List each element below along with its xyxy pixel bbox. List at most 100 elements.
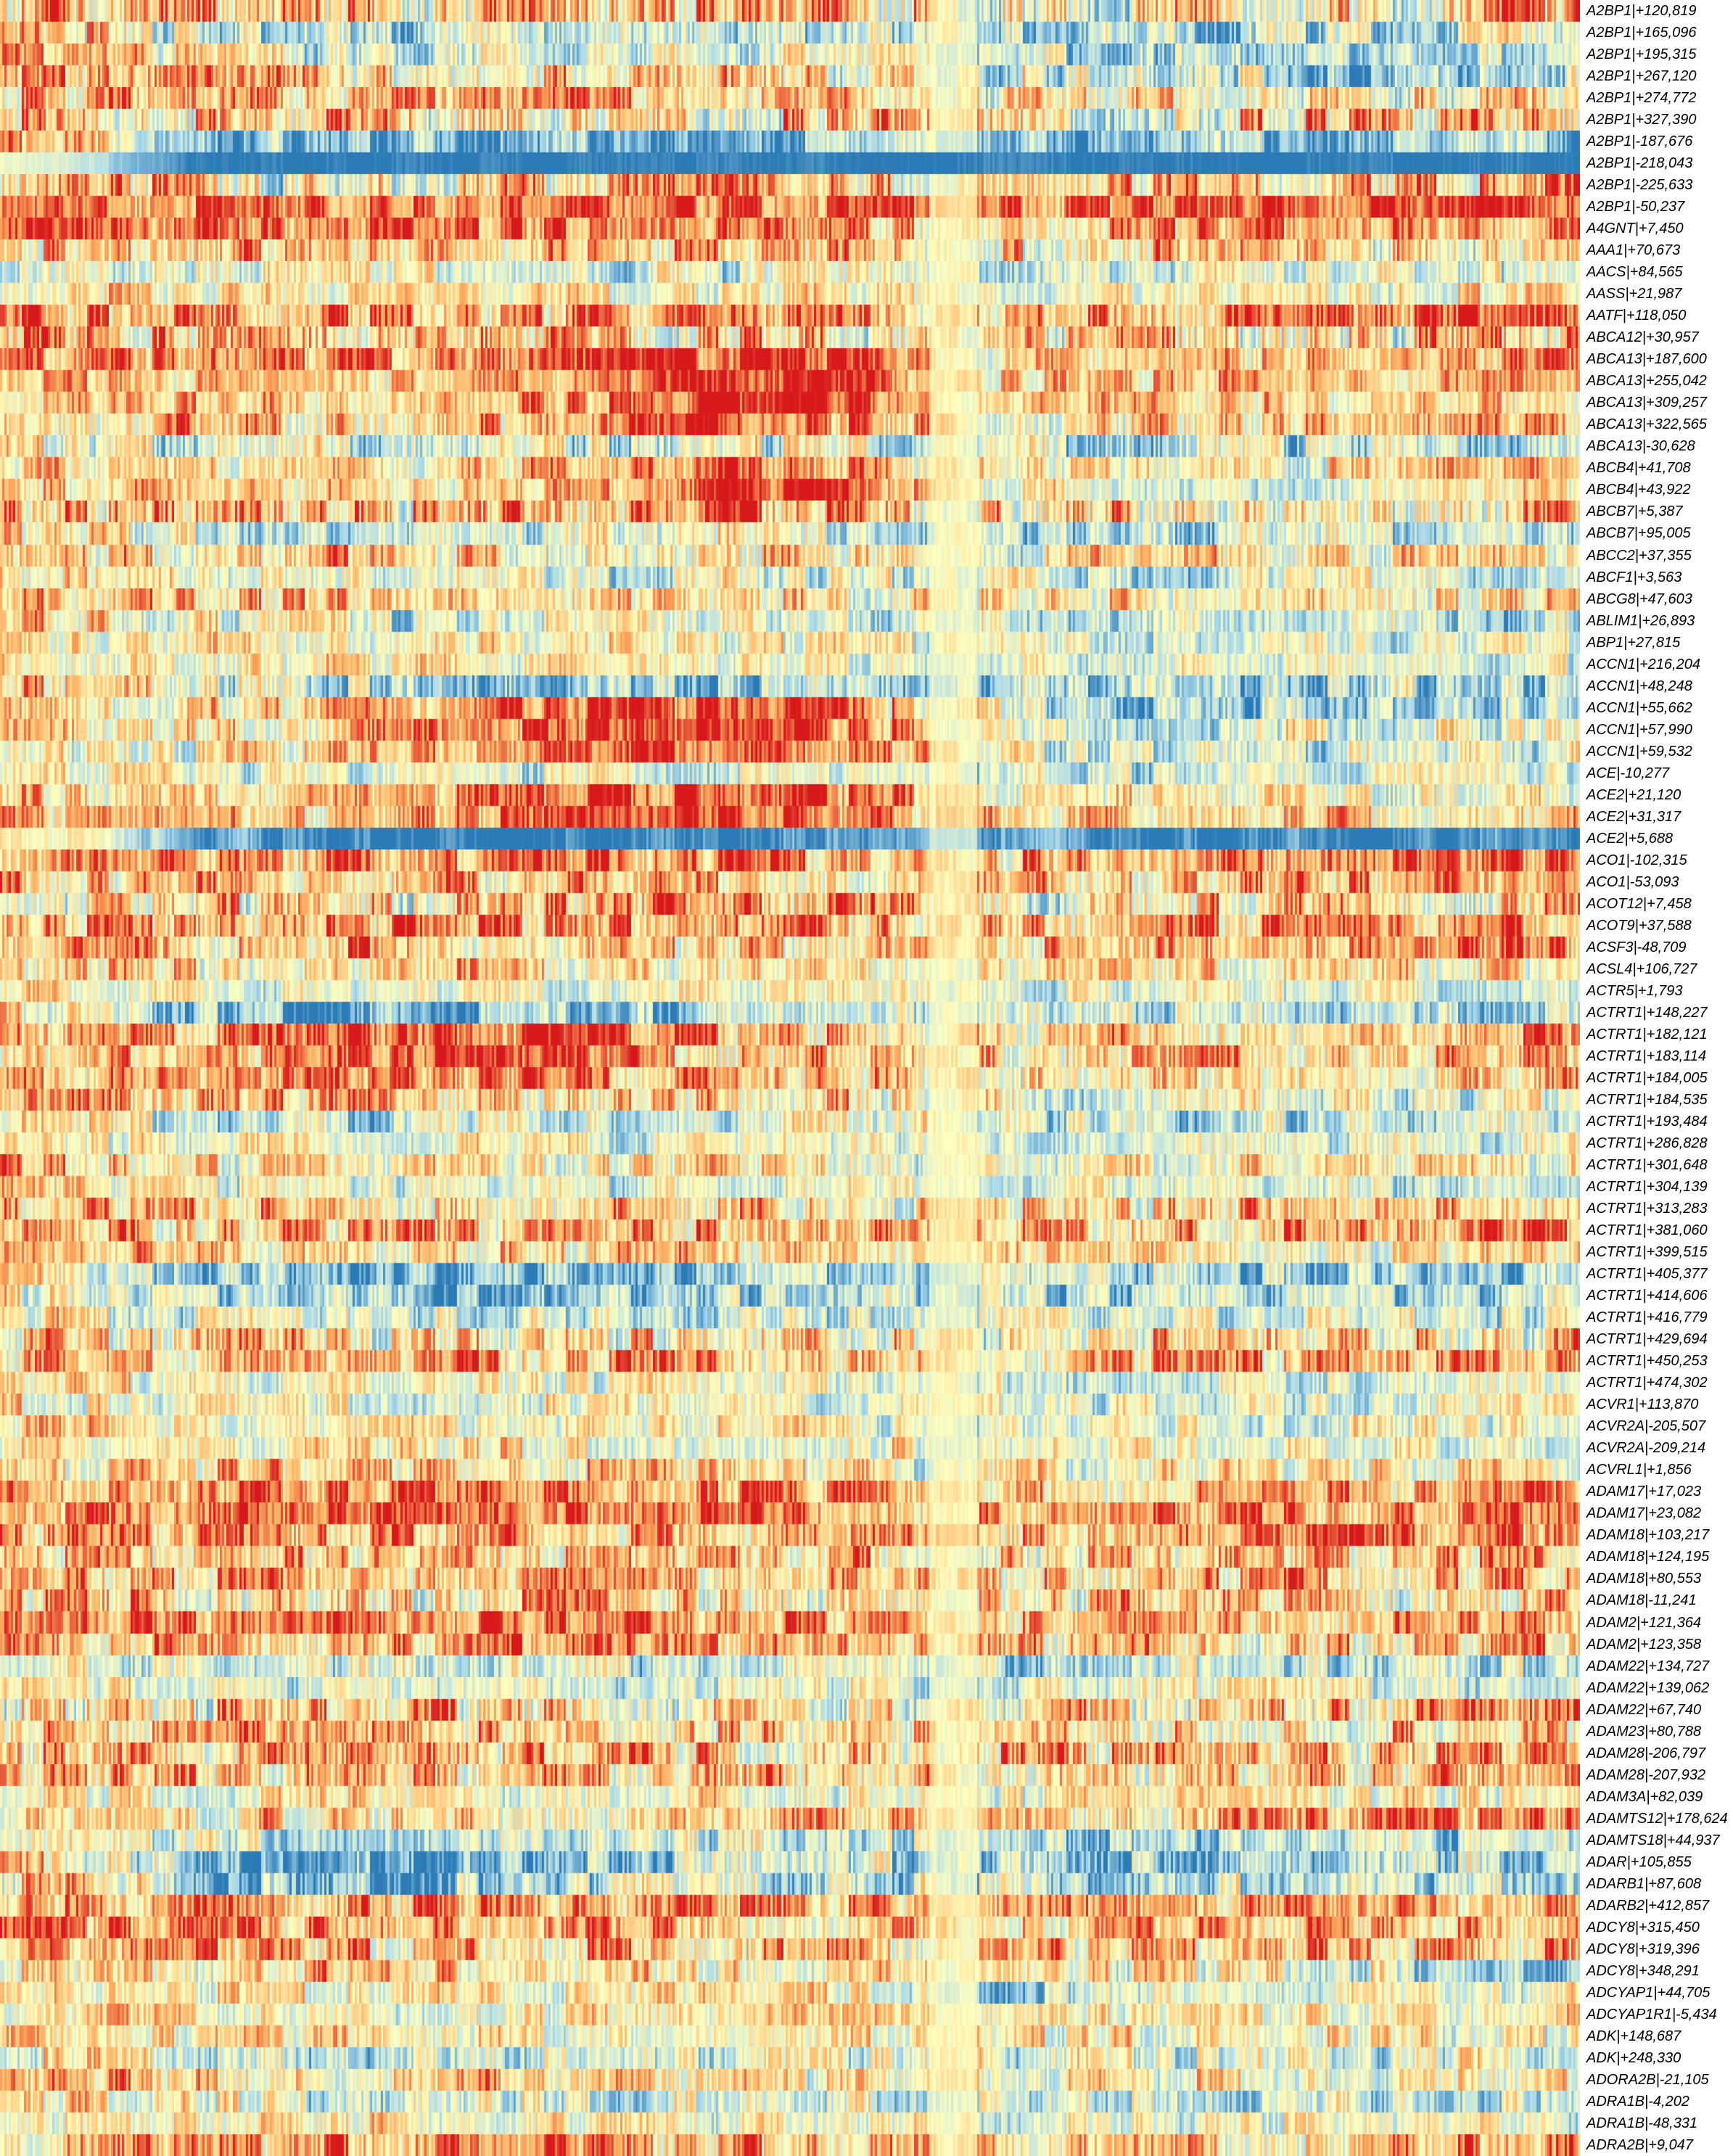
row-label: ADAM18|+103,217 <box>1586 1527 1710 1544</box>
row-label: A2BP1|-225,633 <box>1586 177 1693 194</box>
row-label: ACSF3|-48,709 <box>1586 939 1687 955</box>
row-label: ABCC2|+37,355 <box>1586 547 1692 564</box>
row-label: ACTR5|+1,793 <box>1586 982 1683 999</box>
row-label: ADK|+248,330 <box>1586 2049 1681 2066</box>
row-label: ADAM22|+67,740 <box>1586 1701 1702 1718</box>
row-label: ACTRT1|+183,114 <box>1586 1048 1707 1064</box>
row-label: ACCN1|+57,990 <box>1586 721 1692 738</box>
row-label: ACVR2A|-209,214 <box>1586 1440 1706 1457</box>
row-label: ABCA13|+187,600 <box>1586 351 1707 368</box>
row-label: ACCN1|+55,662 <box>1586 699 1692 716</box>
row-label: ADCYAP1R1|-5,434 <box>1586 2006 1717 2023</box>
row-label: ADAM28|-206,797 <box>1586 1745 1706 1761</box>
row-label: ABCB7|+5,387 <box>1586 503 1683 520</box>
row-label: ACTRT1|+193,484 <box>1586 1114 1708 1130</box>
row-label: ACTRT1|+450,253 <box>1586 1353 1708 1370</box>
row-label: A2BP1|+165,096 <box>1586 25 1697 41</box>
row-label: ADAM2|+121,364 <box>1586 1614 1702 1631</box>
row-label: ACCN1|+216,204 <box>1586 656 1700 672</box>
row-label: ABCA13|+322,565 <box>1586 416 1707 433</box>
row-label: ADCYAP1|+44,705 <box>1586 1984 1711 2001</box>
row-label: ABCB4|+41,708 <box>1586 460 1691 477</box>
row-label: ADRA1B|-48,331 <box>1586 2115 1698 2131</box>
row-label: ABCA13|+309,257 <box>1586 395 1707 411</box>
row-label: AACS|+84,565 <box>1586 264 1683 281</box>
row-label: ADAM18|-11,241 <box>1586 1592 1697 1609</box>
row-label: ACTRT1|+301,648 <box>1586 1157 1708 1174</box>
row-label: ACVRL1|+1,856 <box>1586 1462 1692 1478</box>
row-label: ADAM18|+124,195 <box>1586 1549 1710 1565</box>
row-label: ADAMTS12|+178,624 <box>1586 1810 1728 1827</box>
row-label: ACTRT1|+381,060 <box>1586 1222 1708 1239</box>
row-label: ADCY8|+319,396 <box>1586 1941 1700 1957</box>
row-label: ACE2|+5,688 <box>1586 830 1674 847</box>
row-label: ACE2|+31,317 <box>1586 808 1681 825</box>
row-label: ADAM22|+139,062 <box>1586 1679 1710 1696</box>
row-label: ACVR2A|-205,507 <box>1586 1418 1706 1435</box>
row-label: ADAM23|+80,788 <box>1586 1723 1702 1740</box>
row-label: ABP1|+27,815 <box>1586 634 1681 651</box>
row-label: ACCN1|+59,532 <box>1586 743 1692 760</box>
row-label: ACTRT1|+304,139 <box>1586 1179 1708 1196</box>
row-label: ACE|-10,277 <box>1586 765 1670 781</box>
row-label: ADCY8|+348,291 <box>1586 1962 1700 1979</box>
row-label: ACTRT1|+148,227 <box>1586 1004 1708 1021</box>
row-label: ACTRT1|+182,121 <box>1586 1026 1708 1042</box>
row-label: ABCG8|+47,603 <box>1586 591 1692 607</box>
row-label: ADRA2B|+9,047 <box>1586 2136 1693 2153</box>
row-label: ACTRT1|+416,779 <box>1586 1309 1708 1326</box>
row-label: ACO1|-102,315 <box>1586 852 1687 868</box>
row-label: ABCF1|+3,563 <box>1586 569 1682 585</box>
row-label: ADRA1B|-4,202 <box>1586 2093 1689 2110</box>
row-label: A2BP1|-50,237 <box>1586 199 1685 215</box>
row-label: A2BP1|+195,315 <box>1586 46 1697 63</box>
row-label: ABCB4|+43,922 <box>1586 482 1691 498</box>
row-label: ADK|+148,687 <box>1586 2028 1681 2044</box>
row-label: ADCY8|+315,450 <box>1586 1919 1700 1935</box>
row-label: ADAM17|+23,082 <box>1586 1505 1702 1522</box>
row-label: ACOT12|+7,458 <box>1586 895 1692 912</box>
row-label: ADAM2|+123,358 <box>1586 1636 1702 1653</box>
row-label: ACOT9|+37,588 <box>1586 917 1692 934</box>
row-label: ACTRT1|+414,606 <box>1586 1288 1708 1304</box>
row-label: ACVR1|+113,870 <box>1586 1396 1699 1413</box>
row-label: ACCN1|+48,248 <box>1586 678 1692 694</box>
row-label: ACTRT1|+405,377 <box>1586 1266 1708 1283</box>
row-label: ADAM17|+17,023 <box>1586 1484 1702 1500</box>
row-label: ACTRT1|+184,005 <box>1586 1070 1708 1086</box>
row-label: ABCA13|-30,628 <box>1586 438 1695 455</box>
row-label: ABCB7|+95,005 <box>1586 525 1691 542</box>
row-label: A2BP1|+267,120 <box>1586 68 1697 85</box>
row-label: ADAM18|+80,553 <box>1586 1571 1702 1587</box>
row-label: ABCA13|+255,042 <box>1586 373 1707 390</box>
heatmap-canvas <box>0 0 1580 2156</box>
row-label: ADAMTS18|+44,937 <box>1586 1832 1720 1848</box>
row-label: A2BP1|+274,772 <box>1586 90 1697 107</box>
row-label: A2BP1|+327,390 <box>1586 112 1697 128</box>
row-label: ADAM22|+134,727 <box>1586 1658 1710 1674</box>
row-label: AAA1|+70,673 <box>1586 242 1681 259</box>
row-label: ACTRT1|+429,694 <box>1586 1331 1708 1348</box>
row-label: AASS|+21,987 <box>1586 286 1682 303</box>
row-label: ABLIM1|+26,893 <box>1586 612 1695 629</box>
row-label: ADAR|+105,855 <box>1586 1853 1692 1870</box>
row-label: ACTRT1|+286,828 <box>1586 1135 1708 1152</box>
row-label: A4GNT|+7,450 <box>1586 221 1684 237</box>
row-labels: A2BP1|+120,819 A2BP1|+165,096 A2BP1|+195,3… <box>1583 0 1733 2156</box>
row-label: ACTRT1|+399,515 <box>1586 1244 1708 1261</box>
row-label: A2BP1|+120,819 <box>1586 3 1697 19</box>
row-label: ADORA2B|-21,105 <box>1586 2071 1709 2088</box>
row-label: ACTRT1|+184,535 <box>1586 1092 1708 1108</box>
row-label: ADAM3A|+82,039 <box>1586 1788 1703 1805</box>
row-label: A2BP1|-218,043 <box>1586 155 1693 172</box>
row-label: A2BP1|-187,676 <box>1586 133 1693 150</box>
row-label: ACTRT1|+474,302 <box>1586 1375 1708 1391</box>
row-label: ACSL4|+106,727 <box>1586 960 1697 977</box>
row-label: ADARB1|+87,608 <box>1586 1875 1702 1892</box>
row-label: ACO1|-53,093 <box>1586 873 1679 890</box>
row-label: ADAM28|-207,932 <box>1586 1766 1706 1783</box>
row-label: ACE2|+21,120 <box>1586 786 1681 803</box>
row-label: AATF|+118,050 <box>1586 308 1687 324</box>
row-label: ADARB2|+412,857 <box>1586 1897 1710 1914</box>
